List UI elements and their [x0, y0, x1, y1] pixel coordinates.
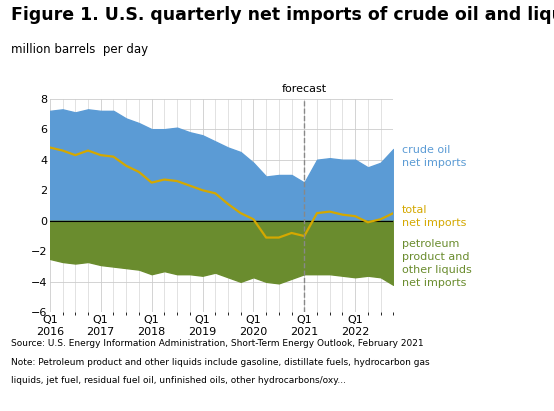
Text: Figure 1. U.S. quarterly net imports of crude oil and liquid fuels: Figure 1. U.S. quarterly net imports of …	[11, 6, 554, 24]
Text: Source: U.S. Energy Information Administration, Short-Term Energy Outlook, Febru: Source: U.S. Energy Information Administ…	[11, 339, 424, 348]
Text: petroleum
product and
other liquids
net imports: petroleum product and other liquids net …	[402, 239, 471, 288]
Text: crude oil
net imports: crude oil net imports	[402, 145, 466, 168]
Text: million barrels  per day: million barrels per day	[11, 43, 148, 56]
Text: forecast: forecast	[282, 84, 327, 94]
Text: total
net imports: total net imports	[402, 205, 466, 228]
Text: Note: Petroleum product and other liquids include gasoline, distillate fuels, hy: Note: Petroleum product and other liquid…	[11, 358, 430, 367]
Text: liquids, jet fuel, residual fuel oil, unfinished oils, other hydrocarbons/oxy...: liquids, jet fuel, residual fuel oil, un…	[11, 376, 346, 385]
